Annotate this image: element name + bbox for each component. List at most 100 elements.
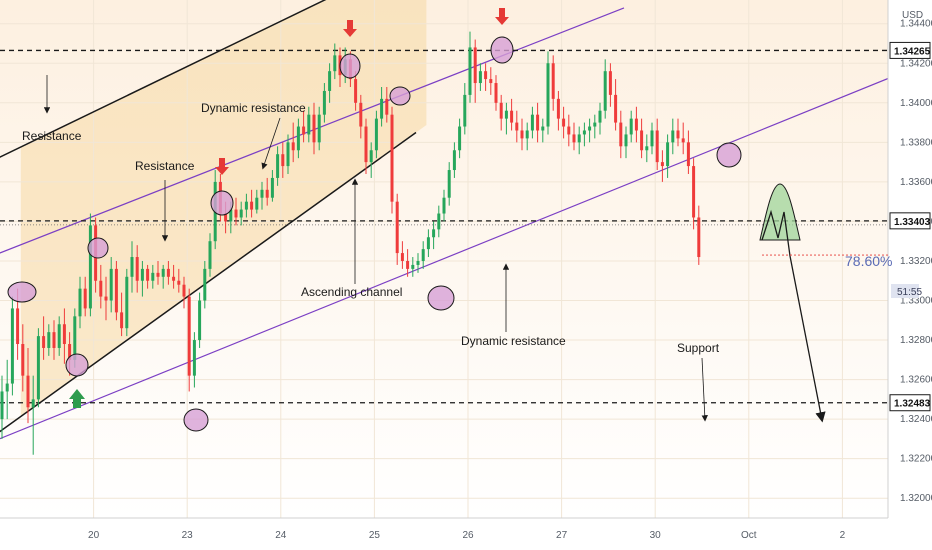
candle-body [146,268,150,281]
price-axis[interactable]: USD 1.32000 1.32200 1.32400 1.32600 1.32800 1… [887,0,932,550]
candle-body [374,118,378,151]
candle-body [385,98,389,115]
candle-body [130,257,134,277]
candle-body [260,189,264,198]
candle-body [416,260,420,265]
candle-body [26,375,30,408]
candle-body [697,217,701,258]
x-tick-label: 24 [275,530,287,541]
candle-body [437,213,441,230]
candle-body [5,383,9,392]
candle-body [317,114,321,143]
x-tick-label: 27 [556,530,568,541]
countdown-text: 51:55 [897,287,922,298]
dynamic-resistance-lower-line [0,62,926,440]
candle-body [36,336,40,400]
candle-body [390,114,394,202]
x-tick-label: Oct [741,530,757,541]
annotation-pointer [701,357,708,422]
candle-body [270,177,274,198]
candle-body [135,257,139,281]
candle-body [10,308,14,384]
horizontal-levels [0,49,888,404]
candle-body [645,146,649,151]
candle-body [582,130,586,135]
projection-arch [759,183,801,241]
candle-body [265,189,269,198]
price-tag-label: 1.33403 [894,217,931,228]
candle-body [510,110,514,123]
candle-body [281,154,285,167]
annotation-label: Resistance [135,159,195,173]
candle-body [395,201,399,254]
candle-body [411,264,415,269]
highlight-marker [7,281,37,303]
candle-body [686,142,690,167]
candle-body [255,197,259,210]
candle-body [536,114,540,131]
candle-body [322,90,326,115]
grid [0,0,888,518]
candle-body [572,134,576,143]
time-axis[interactable]: 20 23 24 25 26 27 30 Oct 2 [0,517,932,550]
x-tick-label: 20 [88,530,100,541]
candle-body [359,102,363,127]
candle-body [328,71,332,91]
y-tick-label: 1.33600 [900,177,932,188]
annotation-label: Dynamic resistance [461,334,566,348]
highlight-marker [389,86,411,106]
candle-body [187,296,191,376]
y-tick-label: 1.32800 [900,335,932,346]
candle-body [369,150,373,163]
sell-arrow-icon [215,158,229,175]
candle-body [442,197,446,214]
candle-body [104,296,108,301]
candle-body [16,308,20,345]
projection-path [761,209,826,423]
highlight-marker [87,237,109,259]
highlight-marker [183,408,209,432]
candle-body [556,98,560,119]
candle-body [577,134,581,143]
price-tags: 1.34265 1.33403 1.32483 [762,41,931,412]
candle-body [473,47,477,84]
candle-body [593,122,597,127]
price-tag-label: 1.32483 [894,399,931,410]
highlight-marker [65,353,89,377]
price-tag [889,41,931,59]
candle-body [208,241,212,269]
candle-body [588,126,592,131]
candle-body [676,130,680,139]
candle-body [31,399,35,408]
candle-body [666,142,670,167]
candle-body [489,79,493,84]
candle-body [629,118,633,135]
candle-body [0,391,4,420]
candle-body [478,71,482,84]
candle-body [156,272,160,277]
y-tick-label: 1.33800 [900,137,932,148]
signal-arrows [69,8,509,408]
candle-body [634,118,638,131]
candle-body [125,276,129,329]
candle-body [244,201,248,210]
candle-body [640,130,644,151]
y-tick-label: 1.33000 [900,296,932,307]
candle-body [203,268,207,301]
candle-body [234,209,238,218]
fib-level-label: 78.60% [845,253,892,269]
candle-body [109,268,113,301]
candle-body [172,276,176,281]
candle-body [140,268,144,281]
y-tick-label: 1.34000 [900,98,932,109]
candle-body [551,63,555,99]
candle-body [78,288,82,317]
y-tick-label: 1.32000 [900,493,932,504]
price-tag [889,394,931,412]
candle-body [515,122,519,131]
highlight-marker [339,53,361,79]
candle-body [354,79,358,103]
y-tick-label: 1.32600 [900,375,932,386]
